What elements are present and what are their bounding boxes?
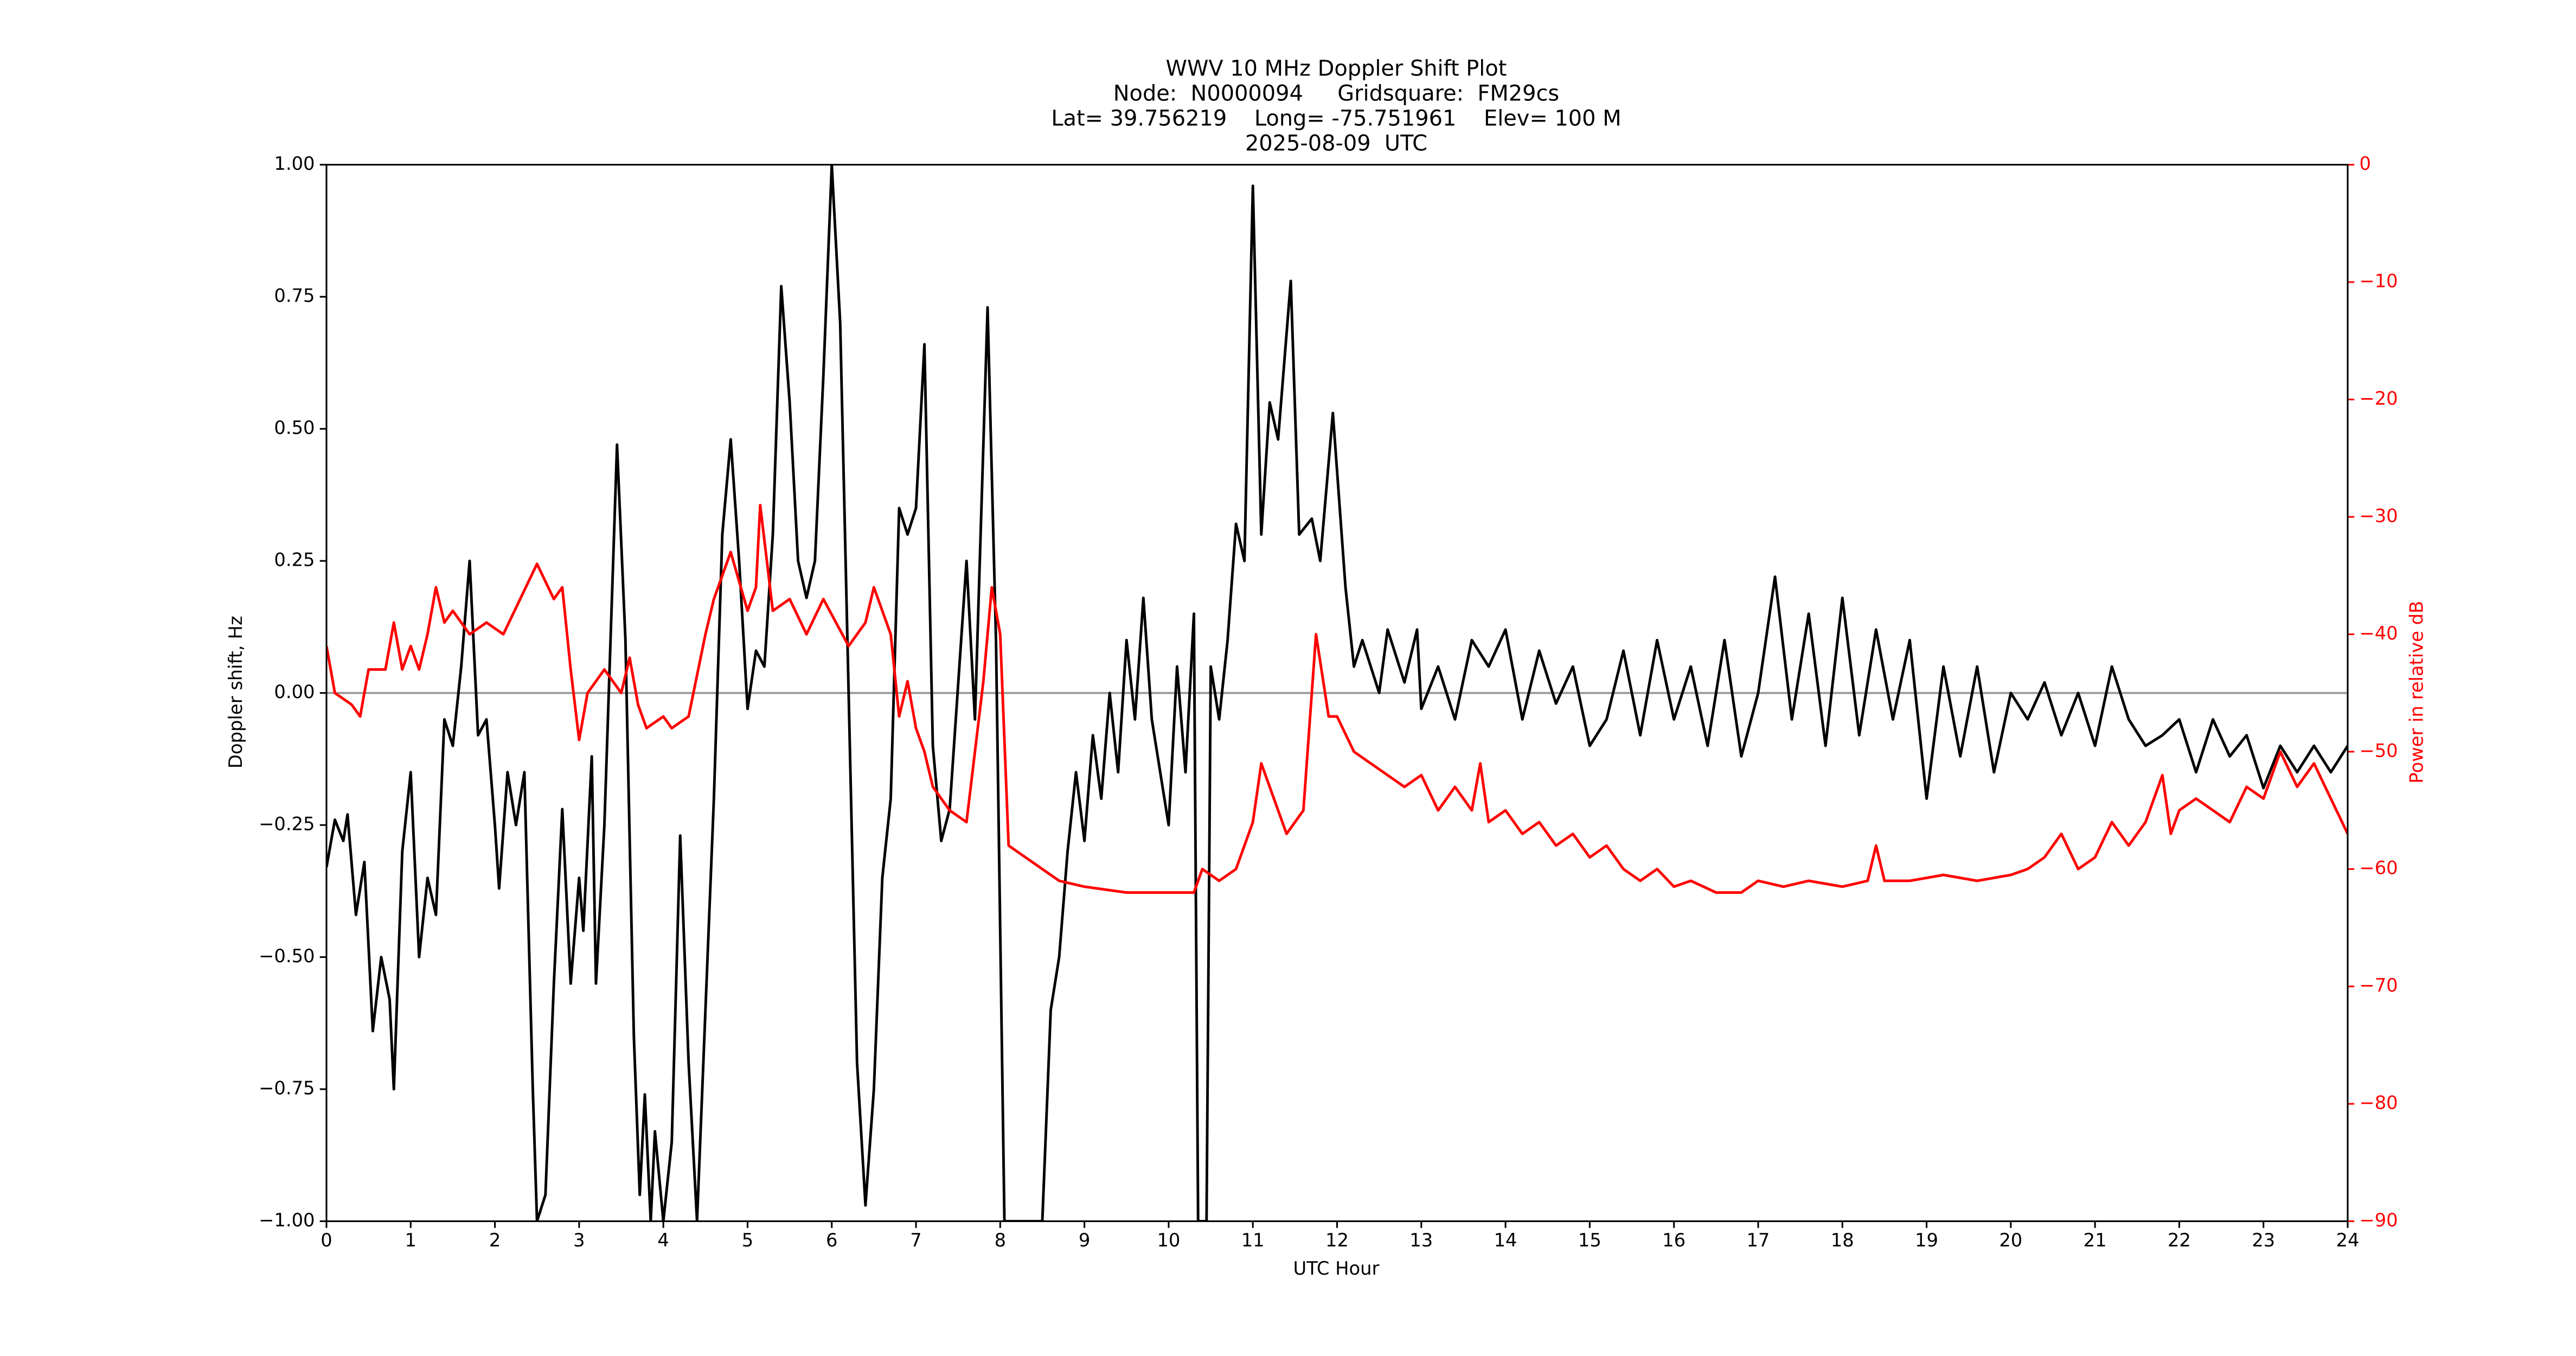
y2-tick-label: −20 (2359, 388, 2398, 409)
x-tick-label: 12 (1325, 1230, 1349, 1251)
y2-tick-label: −30 (2359, 505, 2398, 526)
x-tick-label: 0 (321, 1230, 332, 1251)
y-tick-label: −0.75 (259, 1078, 315, 1099)
x-tick-label: 6 (826, 1230, 837, 1251)
y-tick-label: 0.75 (274, 285, 315, 306)
x-tick-label: 19 (1915, 1230, 1938, 1251)
x-tick-label: 20 (1999, 1230, 2022, 1251)
data-line (326, 503, 2348, 894)
x-tick-label: 2 (489, 1230, 501, 1251)
series-group (326, 164, 2348, 1221)
y-tick-label: 0.50 (274, 417, 315, 438)
y2-tick-label: 0 (2359, 153, 2370, 174)
x-tick-label: 13 (1409, 1230, 1433, 1251)
chart-subtitle: Lat= 39.756219 Long= -75.751961 Elev= 10… (1051, 106, 1621, 131)
x-tick-label: 4 (657, 1230, 669, 1251)
y2-tick-label: −90 (2359, 1210, 2398, 1231)
series-group (326, 503, 2348, 894)
y-axis-label: Doppler shift, Hz (225, 616, 246, 769)
x-axis-label: UTC Hour (1293, 1258, 1380, 1279)
x-tick-label: 5 (742, 1230, 753, 1251)
x-tick-label: 21 (2084, 1230, 2107, 1251)
chart-subtitle: Node: N0000094 Gridsquare: FM29cs (1113, 81, 1559, 106)
y2-tick-label: −10 (2359, 271, 2398, 292)
y-tick-label: 0.00 (274, 681, 315, 702)
y-tick-label: −1.00 (259, 1210, 315, 1231)
y-tick-label: −0.50 (259, 945, 315, 967)
x-tick-label: 17 (1746, 1230, 1770, 1251)
y2-tick-label: −80 (2359, 1092, 2398, 1114)
x-tick-label: 22 (2168, 1230, 2191, 1251)
y2-tick-label: −60 (2359, 858, 2398, 879)
x-tick-label: 10 (1157, 1230, 1180, 1251)
y2-tick-label: −70 (2359, 975, 2398, 996)
x-tick-label: 16 (1662, 1230, 1686, 1251)
x-tick-label: 15 (1578, 1230, 1601, 1251)
y2-tick-label: −50 (2359, 740, 2398, 761)
x-tick-label: 14 (1494, 1230, 1517, 1251)
y2-axis-label: Power in relative dB (2406, 601, 2427, 784)
y2-tick-label: −40 (2359, 623, 2398, 644)
plot-frame (325, 164, 2349, 1223)
x-tick-label: 24 (2336, 1230, 2360, 1251)
chart-title: WWV 10 MHz Doppler Shift Plot (1166, 56, 1507, 81)
x-tick-label: 9 (1079, 1230, 1090, 1251)
y-tick-label: 0.25 (274, 549, 315, 571)
x-tick-label: 3 (573, 1230, 585, 1251)
chart-subtitle: 2025-08-09 UTC (1245, 131, 1427, 156)
x-tick-label: 7 (910, 1230, 921, 1251)
y-tick-label: 1.00 (274, 153, 315, 174)
data-line (326, 164, 2348, 1221)
x-tick-label: 18 (1831, 1230, 1854, 1251)
x-tick-label: 8 (995, 1230, 1006, 1251)
x-tick-label: 23 (2252, 1230, 2275, 1251)
y-tick-label: −0.25 (259, 814, 315, 835)
x-tick-label: 11 (1241, 1230, 1265, 1251)
x-tick-label: 1 (405, 1230, 416, 1251)
